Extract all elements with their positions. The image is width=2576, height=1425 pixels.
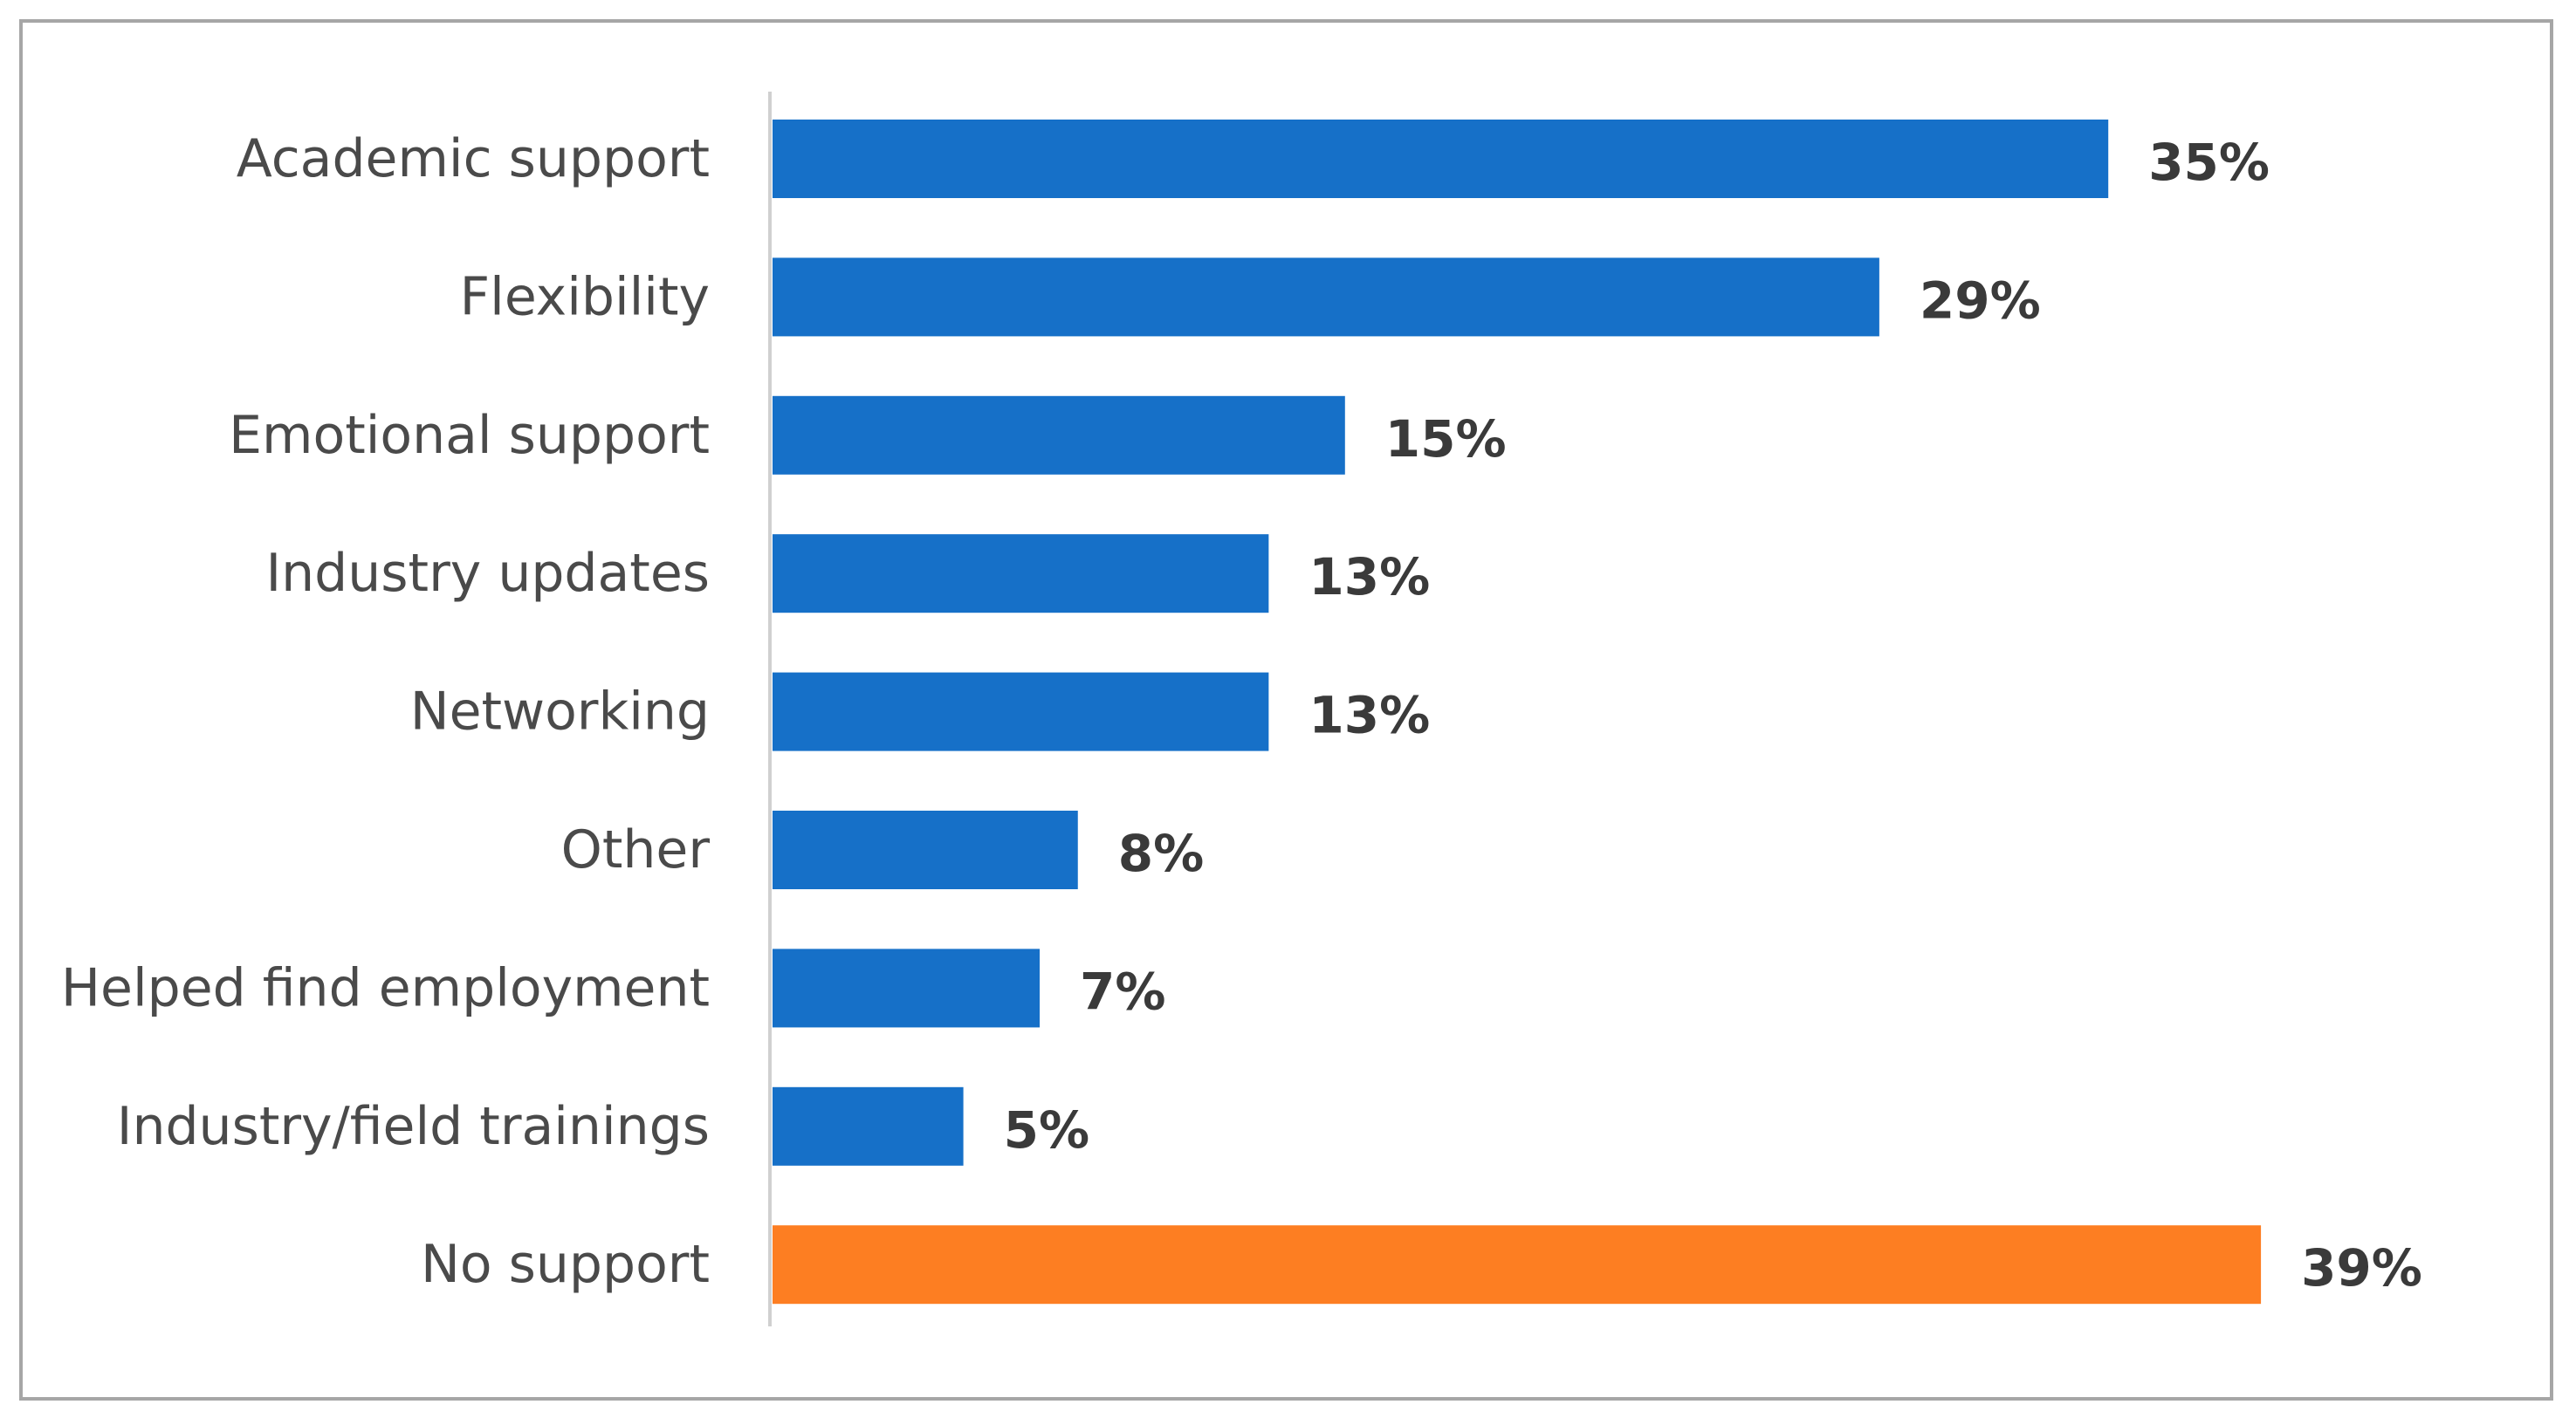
data-label: 35% <box>2148 133 2270 192</box>
category-label: Academic support <box>237 128 710 189</box>
data-label: 7% <box>1080 962 1165 1021</box>
data-label: 13% <box>1309 686 1430 745</box>
bar-helped-find-employment <box>773 949 1041 1028</box>
category-label: Industry/field trainings <box>117 1096 710 1157</box>
data-label: 13% <box>1309 547 1430 606</box>
category-label: Emotional support <box>229 405 710 466</box>
category-label: No support <box>421 1234 710 1295</box>
data-label: 5% <box>1004 1100 1089 1160</box>
data-label: 8% <box>1118 824 1204 883</box>
category-label: Flexibility <box>460 266 710 327</box>
bar-industry-updates <box>773 534 1269 613</box>
bar-flexibility <box>773 257 1879 337</box>
data-label: 39% <box>2301 1238 2422 1298</box>
bar-other <box>773 811 1078 889</box>
bar-industry-field-trainings <box>773 1086 964 1166</box>
category-label: Industry updates <box>265 543 710 604</box>
category-label: Other <box>561 819 711 880</box>
category-label: Helped find employment <box>61 957 710 1018</box>
chart-frame <box>19 19 2553 1401</box>
data-label: 15% <box>1385 409 1507 469</box>
bar-no-support <box>773 1225 2262 1305</box>
bar-networking <box>773 672 1269 751</box>
category-label: Networking <box>410 682 710 743</box>
data-label: 29% <box>1920 271 2041 330</box>
bar-academic-support <box>773 120 2109 198</box>
bar-emotional-support <box>773 395 1345 475</box>
